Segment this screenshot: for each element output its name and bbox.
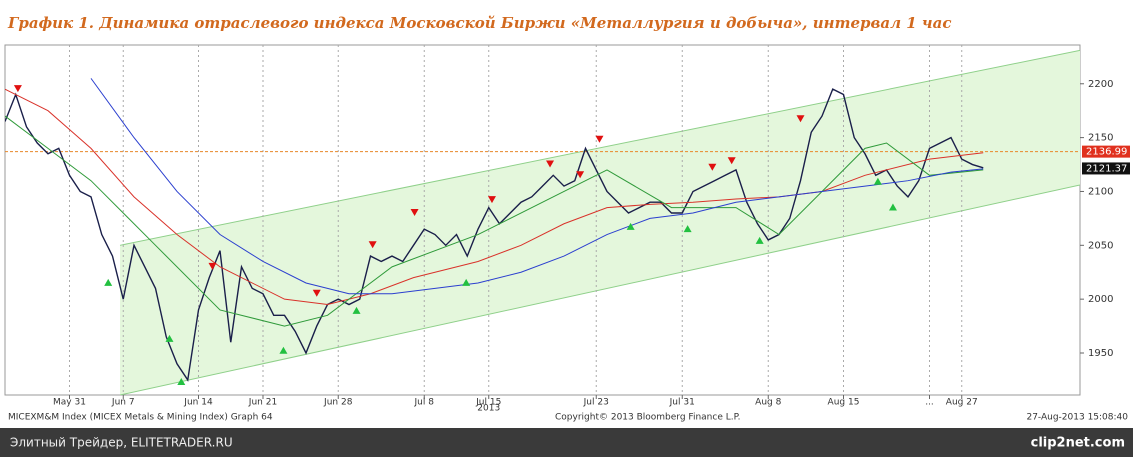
buy-marker	[888, 203, 897, 211]
bottom-bar	[0, 428, 1133, 457]
buy-marker	[177, 378, 186, 385]
buy-marker	[626, 222, 635, 230]
sell-marker	[368, 241, 377, 249]
x-tick-label: Jul 8	[414, 398, 435, 408]
last-value-box	[1082, 162, 1130, 175]
sell-marker	[708, 163, 717, 171]
x-tick-label: Aug 27	[946, 398, 978, 408]
x-tick-label: Jul 23	[583, 398, 609, 408]
channel	[120, 50, 1080, 395]
y-tick-label: 2050	[1088, 240, 1113, 251]
last-value-label: 2121.37	[1086, 163, 1127, 174]
last-value-box	[1082, 145, 1130, 158]
sell-marker	[546, 160, 555, 168]
footer-left: MICEXM&M Index (MICEX Metals & Mining In…	[8, 413, 273, 423]
buy-marker	[462, 278, 471, 286]
sell-marker	[312, 289, 321, 297]
x-tick-label: Aug 15	[828, 398, 860, 408]
footer-center: Copyright© 2013 Bloomberg Finance L.P.	[555, 413, 740, 423]
sell-marker	[13, 85, 22, 93]
x-tick-label: Jun 14	[183, 398, 213, 408]
sell-marker	[727, 157, 736, 165]
y-tick-label: 1950	[1088, 348, 1113, 359]
chart-title: График 1. Динамика отраслевого индекса М…	[7, 14, 952, 32]
x-tick-label: May 31	[53, 398, 86, 408]
sell-marker	[595, 135, 604, 143]
y-tick-label: 2100	[1088, 186, 1113, 197]
sell-marker	[410, 209, 419, 216]
sell-marker	[796, 115, 805, 123]
bottom-right: clip2net.com	[1031, 436, 1125, 451]
sell-marker	[208, 262, 217, 270]
sell-marker	[487, 196, 496, 204]
buy-marker	[683, 225, 692, 233]
channel-edge	[119, 184, 1080, 395]
x-tick-label: Jul 31	[669, 398, 695, 408]
buy-marker	[755, 236, 764, 244]
buy-marker	[104, 278, 113, 286]
y-tick-label: 2150	[1088, 133, 1113, 144]
buy-marker	[352, 306, 361, 314]
channel-edge	[119, 49, 1080, 246]
x-tick-label: Jun 21	[248, 398, 277, 408]
series-line	[90, 78, 984, 295]
year-label: 2013	[477, 404, 500, 414]
y-tick-label: 2000	[1088, 294, 1113, 305]
x-tick-label: Jun 7	[111, 398, 135, 408]
sell-marker	[576, 171, 585, 179]
y-tick-label: 2200	[1088, 79, 1113, 90]
buy-marker	[873, 177, 882, 185]
x-tick-label: Jun 28	[323, 398, 353, 408]
x-tick-label: Aug 8	[755, 398, 781, 408]
buy-marker	[279, 346, 288, 354]
series-line	[5, 115, 984, 327]
bottom-left: Элитный Трейдер, ELITETRADER.RU	[10, 436, 233, 450]
x-tick-label: Jul 15	[475, 398, 501, 408]
x-tick-label: ...	[925, 398, 934, 408]
footer-right: 27-Aug-2013 15:08:40	[1026, 413, 1128, 423]
buy-marker	[165, 334, 174, 342]
last-value-label: 2136.99	[1086, 147, 1127, 158]
